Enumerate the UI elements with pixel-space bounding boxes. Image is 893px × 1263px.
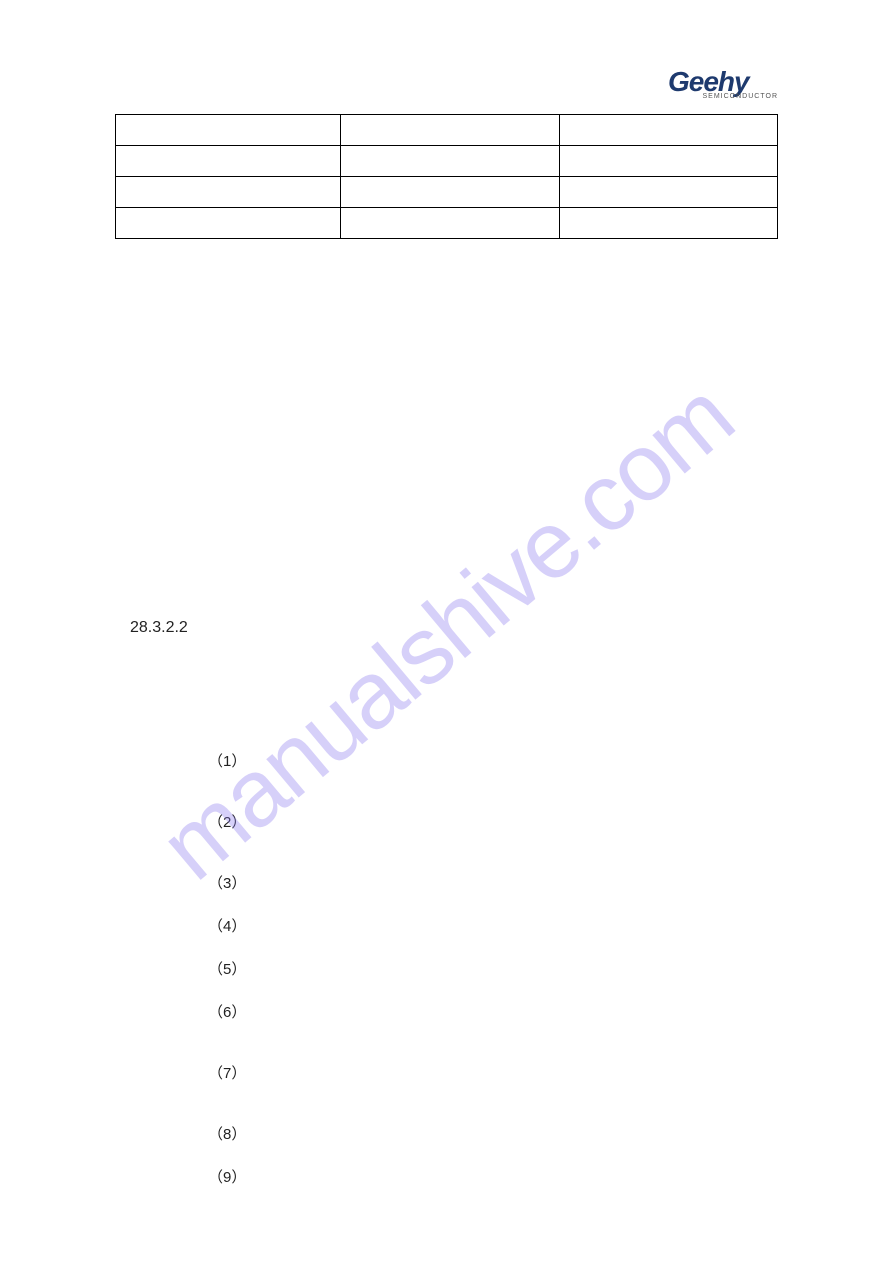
table-cell bbox=[341, 208, 559, 239]
step-item: （9） bbox=[208, 1166, 246, 1187]
logo-row: Geehy SEMICONDUCTOR bbox=[115, 68, 778, 106]
table-cell bbox=[341, 177, 559, 208]
table-cell bbox=[116, 177, 341, 208]
page-content: Geehy SEMICONDUCTOR bbox=[0, 0, 893, 239]
logo-main-text: Geehy bbox=[668, 68, 778, 96]
section-number: 28.3.2.2 bbox=[130, 619, 188, 637]
table-row bbox=[116, 115, 778, 146]
table-cell bbox=[559, 146, 777, 177]
table-cell bbox=[559, 177, 777, 208]
step-item: （8） bbox=[208, 1123, 246, 1144]
table-cell bbox=[341, 115, 559, 146]
step-item: （7） bbox=[208, 1062, 246, 1083]
table-cell bbox=[559, 115, 777, 146]
table-cell bbox=[341, 146, 559, 177]
table-cell bbox=[559, 208, 777, 239]
data-table bbox=[115, 114, 778, 239]
table-cell bbox=[116, 115, 341, 146]
table-row bbox=[116, 146, 778, 177]
step-item: （3） bbox=[208, 872, 246, 893]
table-cell bbox=[116, 146, 341, 177]
step-item: （5） bbox=[208, 958, 246, 979]
table-row bbox=[116, 208, 778, 239]
step-item: （4） bbox=[208, 915, 246, 936]
step-item: （1） bbox=[208, 750, 246, 771]
table-row bbox=[116, 177, 778, 208]
step-item: （6） bbox=[208, 1001, 246, 1022]
steps-list: （1） （2） （3） （4） （5） （6） （7） （8） （9） bbox=[208, 750, 246, 1209]
step-item: （2） bbox=[208, 811, 246, 832]
table-cell bbox=[116, 208, 341, 239]
brand-logo: Geehy SEMICONDUCTOR bbox=[668, 68, 778, 106]
